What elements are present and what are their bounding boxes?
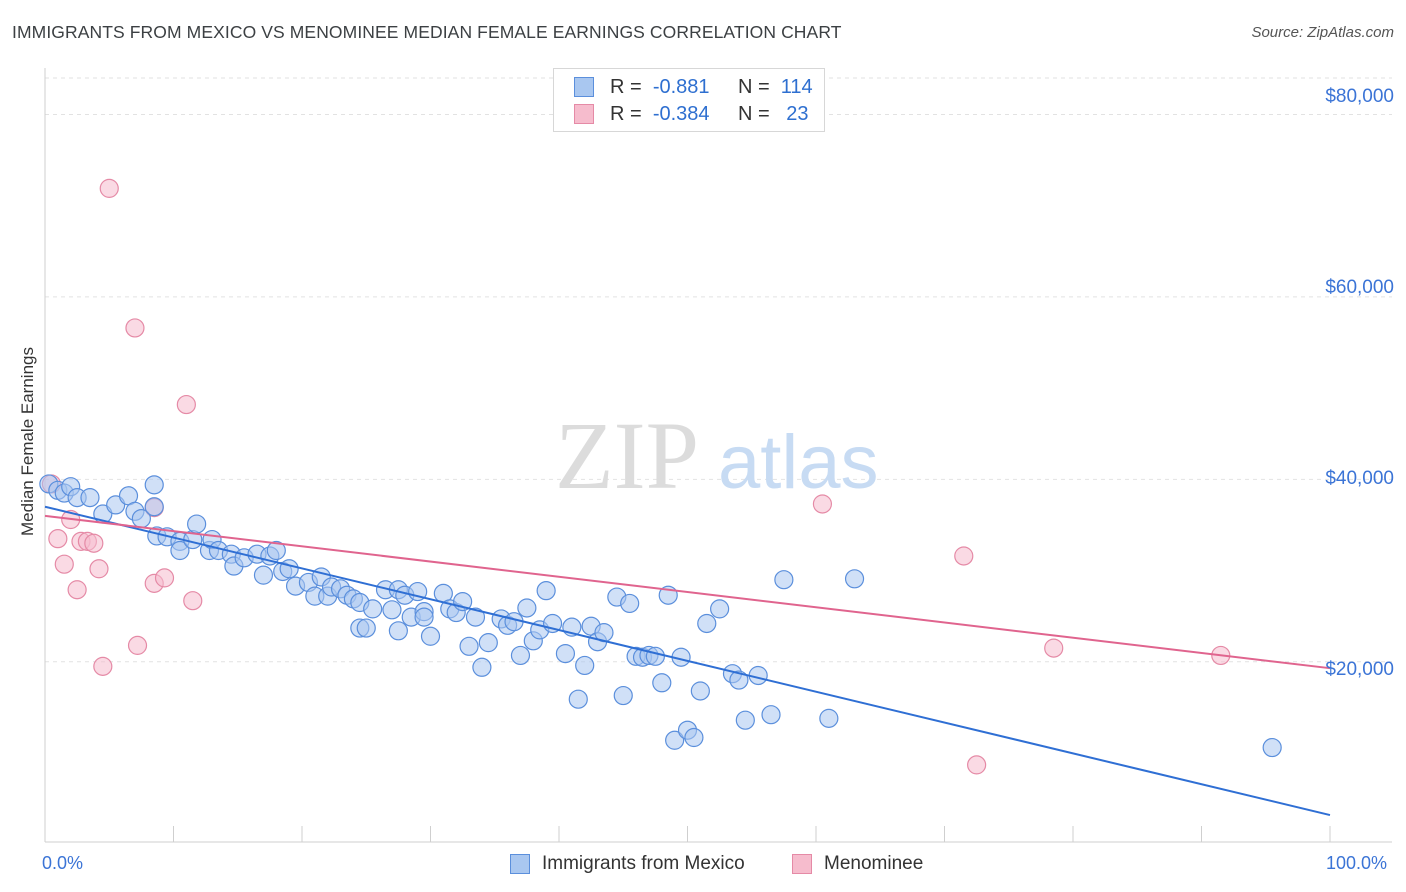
- mexico-point: [568, 689, 588, 709]
- menominee-point: [1044, 638, 1064, 658]
- n-value: 114: [780, 75, 813, 98]
- menominee-point: [89, 559, 109, 579]
- stats-legend-row-pink: R = -0.384 N = 23: [574, 102, 809, 126]
- mexico-point: [645, 646, 665, 666]
- legend-item-menominee[interactable]: Menominee: [792, 851, 923, 877]
- mexico-point: [729, 670, 749, 690]
- x-tick-label-max: 100.0%: [1326, 853, 1388, 873]
- y-tick-label: $80,000: [1325, 86, 1394, 107]
- menominee-point: [54, 554, 74, 574]
- stats-legend-row-blue: R = -0.881 N = 114: [574, 75, 813, 99]
- menominee-point: [176, 394, 196, 415]
- mexico-point: [684, 727, 704, 748]
- legend-label: Menominee: [824, 853, 924, 874]
- mexico-point: [187, 514, 207, 534]
- menominee-trend-line: [44, 514, 1331, 670]
- mexico-point: [819, 708, 839, 728]
- mexico-point: [761, 705, 781, 725]
- y-axis-label: Median Female Earnings: [18, 347, 37, 536]
- chart-title: IMMIGRANTS FROM MEXICO VS MENOMINEE MEDI…: [12, 22, 842, 42]
- mexico-point: [363, 599, 383, 619]
- mexico-point: [279, 559, 299, 579]
- mexico-point: [144, 475, 164, 495]
- chart-source: Source: ZipAtlas.com: [1251, 24, 1394, 41]
- menominee-point: [127, 635, 148, 655]
- mexico-point: [478, 633, 498, 653]
- mexico-point: [414, 607, 434, 627]
- mexico-point: [266, 540, 286, 561]
- r-value: -0.384: [652, 102, 710, 125]
- mexico-point: [774, 570, 794, 590]
- n-label: N =: [737, 102, 770, 125]
- mexico-point: [620, 593, 640, 614]
- menominee-point: [967, 755, 987, 775]
- mexico-point: [465, 607, 486, 627]
- mexico-point: [510, 645, 531, 666]
- menominee-point: [125, 318, 145, 338]
- mexico-point: [613, 685, 633, 706]
- pink-swatch: [792, 854, 812, 874]
- legend-item-mexico[interactable]: Immigrants from Mexico: [510, 851, 745, 877]
- mexico-point: [735, 710, 755, 730]
- watermark-zip: ZIP: [555, 402, 699, 509]
- pink-swatch: [574, 104, 594, 124]
- mexico-point: [80, 488, 100, 508]
- mexico-point: [253, 565, 274, 585]
- y-tick-label: $40,000: [1325, 468, 1394, 489]
- menominee-point: [93, 656, 113, 676]
- mexico-point: [420, 626, 441, 646]
- n-label: N =: [737, 75, 770, 98]
- x-tick-label-min: 0.0%: [42, 853, 84, 873]
- mexico-point: [1262, 737, 1282, 758]
- mexico-point: [459, 636, 479, 656]
- r-value: -0.881: [652, 75, 710, 98]
- mexico-point: [844, 569, 865, 589]
- y-tick-label: $60,000: [1325, 277, 1394, 298]
- mexico-point: [575, 655, 595, 676]
- mexico-point: [388, 621, 408, 641]
- mexico-point: [170, 540, 190, 561]
- menominee-point: [84, 533, 104, 553]
- menominee-point: [812, 494, 833, 514]
- mexico-point: [144, 497, 164, 517]
- menominee-point: [99, 178, 119, 198]
- mexico-point: [652, 673, 672, 693]
- menominee-point: [48, 529, 68, 549]
- mexico-point: [690, 681, 710, 701]
- menominee-point: [183, 591, 203, 611]
- watermark: ZIP atlas: [555, 402, 879, 509]
- mexico-point: [536, 581, 556, 601]
- blue-swatch: [510, 854, 530, 874]
- mexico-point: [555, 643, 576, 664]
- r-label: R =: [610, 75, 642, 98]
- mexico-point: [517, 598, 537, 618]
- r-label: R =: [610, 102, 642, 125]
- mexico-point: [382, 600, 402, 620]
- mexico-point: [710, 599, 730, 619]
- menominee-point: [154, 568, 175, 588]
- n-value: 23: [786, 102, 809, 125]
- mexico-trend-line: [44, 505, 1331, 817]
- blue-swatch: [574, 77, 594, 97]
- stats-legend: R = -0.881 N = 114 R = -0.384 N = 23: [553, 68, 825, 132]
- legend-label: Immigrants from Mexico: [542, 853, 745, 874]
- menominee-point: [67, 580, 87, 600]
- menominee-point: [954, 546, 974, 566]
- watermark-atlas: atlas: [718, 420, 879, 505]
- mexico-point: [356, 618, 376, 638]
- mexico-point: [665, 730, 685, 750]
- y-tick-label: $20,000: [1325, 659, 1394, 680]
- mexico-point: [697, 613, 717, 634]
- mexico-point: [472, 657, 492, 677]
